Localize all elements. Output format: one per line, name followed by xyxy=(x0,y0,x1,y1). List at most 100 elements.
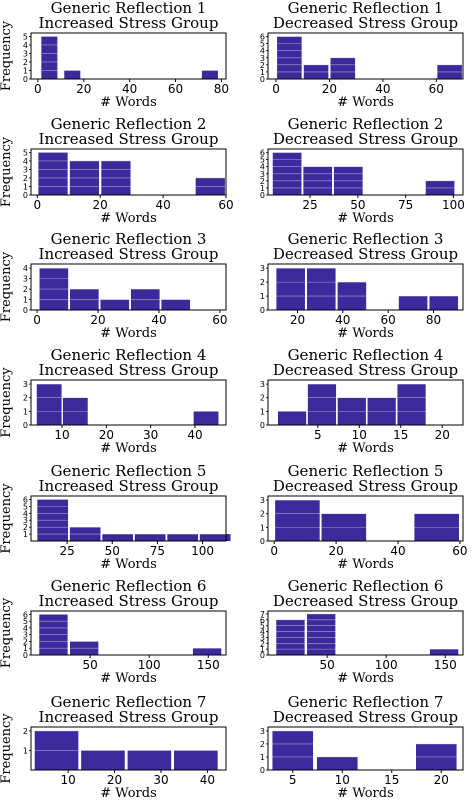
histogram-bar xyxy=(81,750,125,770)
panel-title: Generic Reflection 2 xyxy=(51,115,207,133)
panel-subtitle: Decreased Stress Group xyxy=(273,708,458,726)
y-tick-label: 2 xyxy=(23,727,28,736)
x-tick-label: 40 xyxy=(151,313,166,327)
panel-title: Generic Reflection 5 xyxy=(288,462,444,480)
histogram-bar xyxy=(134,534,166,541)
panel-subtitle: Increased Stress Group xyxy=(39,361,219,379)
panel-subtitle: Increased Stress Group xyxy=(39,245,219,263)
histogram-bar xyxy=(36,384,62,425)
histogram-bar xyxy=(193,411,219,425)
x-tick-label: 25 xyxy=(302,198,317,212)
x-tick-label: 5 xyxy=(314,428,322,442)
y-axis-label: Frequency xyxy=(0,713,14,784)
x-tick-label: 20 xyxy=(435,428,450,442)
x-tick-label: 60 xyxy=(429,82,444,96)
y-tick-label: 5 xyxy=(260,622,265,631)
panel-subtitle: Decreased Stress Group xyxy=(273,477,458,495)
axes-frame xyxy=(267,148,464,196)
x-tick-label: 50 xyxy=(82,658,97,672)
x-tick-label: 10 xyxy=(335,773,350,787)
y-tick-label: 5 xyxy=(260,156,265,165)
y-tick-label: 0 xyxy=(260,191,265,200)
y-tick-label: 3 xyxy=(260,380,265,389)
x-tick-label: 40 xyxy=(390,544,405,558)
y-tick-label: 0 xyxy=(260,651,265,660)
x-tick-label: 50 xyxy=(350,198,365,212)
histogram-bar xyxy=(429,296,459,310)
y-tick-label: 1 xyxy=(260,184,265,193)
x-axis-label: # Words xyxy=(100,95,157,110)
histogram-bar xyxy=(307,613,336,655)
panel-title: Generic Reflection 6 xyxy=(51,577,207,595)
x-tick-label: 25 xyxy=(59,544,74,558)
x-tick-label: 20 xyxy=(76,82,91,96)
y-tick-label: 0 xyxy=(23,75,28,84)
x-tick-label: 50 xyxy=(319,658,334,672)
y-tick-label: 2 xyxy=(23,394,28,403)
y-axis-label: Frequency xyxy=(0,597,14,668)
y-tick-label: 0 xyxy=(260,306,265,315)
y-tick-label: 0 xyxy=(260,421,265,430)
y-tick-label: 2 xyxy=(260,639,265,648)
y-tick-label: 6 xyxy=(260,33,265,42)
y-tick-label: 3 xyxy=(260,264,265,273)
panel-subtitle: Decreased Stress Group xyxy=(273,592,458,610)
histogram-bar xyxy=(276,268,305,310)
y-tick-label: 1 xyxy=(260,523,265,532)
x-axis-label: # Words xyxy=(100,786,157,801)
histogram-bar xyxy=(316,756,358,770)
y-tick-label: 4 xyxy=(23,624,28,633)
x-tick-label: 20 xyxy=(328,544,343,558)
x-tick-label: 15 xyxy=(384,773,399,787)
y-axis-label: Frequency xyxy=(0,483,14,554)
panel-title: Generic Reflection 4 xyxy=(51,346,207,364)
y-tick-label: 3 xyxy=(23,516,28,525)
y-tick-label: 0 xyxy=(23,421,28,430)
y-tick-label: 4 xyxy=(23,157,28,166)
x-tick-label: 40 xyxy=(155,198,170,212)
x-tick-label: 30 xyxy=(153,773,168,787)
histogram-bar xyxy=(38,152,68,195)
x-tick-label: 20 xyxy=(434,773,449,787)
histogram-bar xyxy=(102,534,134,541)
panel-title: Generic Reflection 7 xyxy=(51,693,207,711)
axes-frame xyxy=(30,263,227,311)
panel-subtitle: Increased Stress Group xyxy=(39,130,219,148)
y-tick-label: 1 xyxy=(23,296,28,305)
histogram-bar xyxy=(174,750,218,770)
histogram-bar xyxy=(398,296,428,310)
x-tick-label: 10 xyxy=(352,428,367,442)
y-tick-label: 3 xyxy=(260,496,265,505)
x-tick-label: 20 xyxy=(99,428,114,442)
axes-frame xyxy=(267,263,464,311)
histogram-bar xyxy=(272,730,314,770)
axes-frame xyxy=(267,610,464,656)
y-axis-label: Frequency xyxy=(0,367,14,438)
y-axis-label: Frequency xyxy=(0,136,14,207)
panel-title: Generic Reflection 1 xyxy=(51,0,207,17)
panel-title: Generic Reflection 7 xyxy=(288,693,444,711)
axes-frame xyxy=(267,726,464,771)
panel-subtitle: Increased Stress Group xyxy=(39,477,219,495)
y-axis-label: Frequency xyxy=(0,251,14,322)
x-tick-label: 100 xyxy=(138,658,161,672)
panel-subtitle: Increased Stress Group xyxy=(39,708,219,726)
axes-frame xyxy=(30,148,227,196)
y-tick-label: 0 xyxy=(23,191,28,200)
y-tick-label: 0 xyxy=(23,651,28,660)
y-tick-label: 0 xyxy=(260,766,265,775)
y-tick-label: 5 xyxy=(260,40,265,49)
x-axis-label: # Words xyxy=(337,441,394,456)
x-axis-label: # Words xyxy=(100,211,157,226)
x-tick-label: 0 xyxy=(33,313,41,327)
y-tick-label: 2 xyxy=(260,61,265,70)
y-tick-label: 2 xyxy=(260,510,265,519)
y-tick-label: 1 xyxy=(23,66,28,75)
